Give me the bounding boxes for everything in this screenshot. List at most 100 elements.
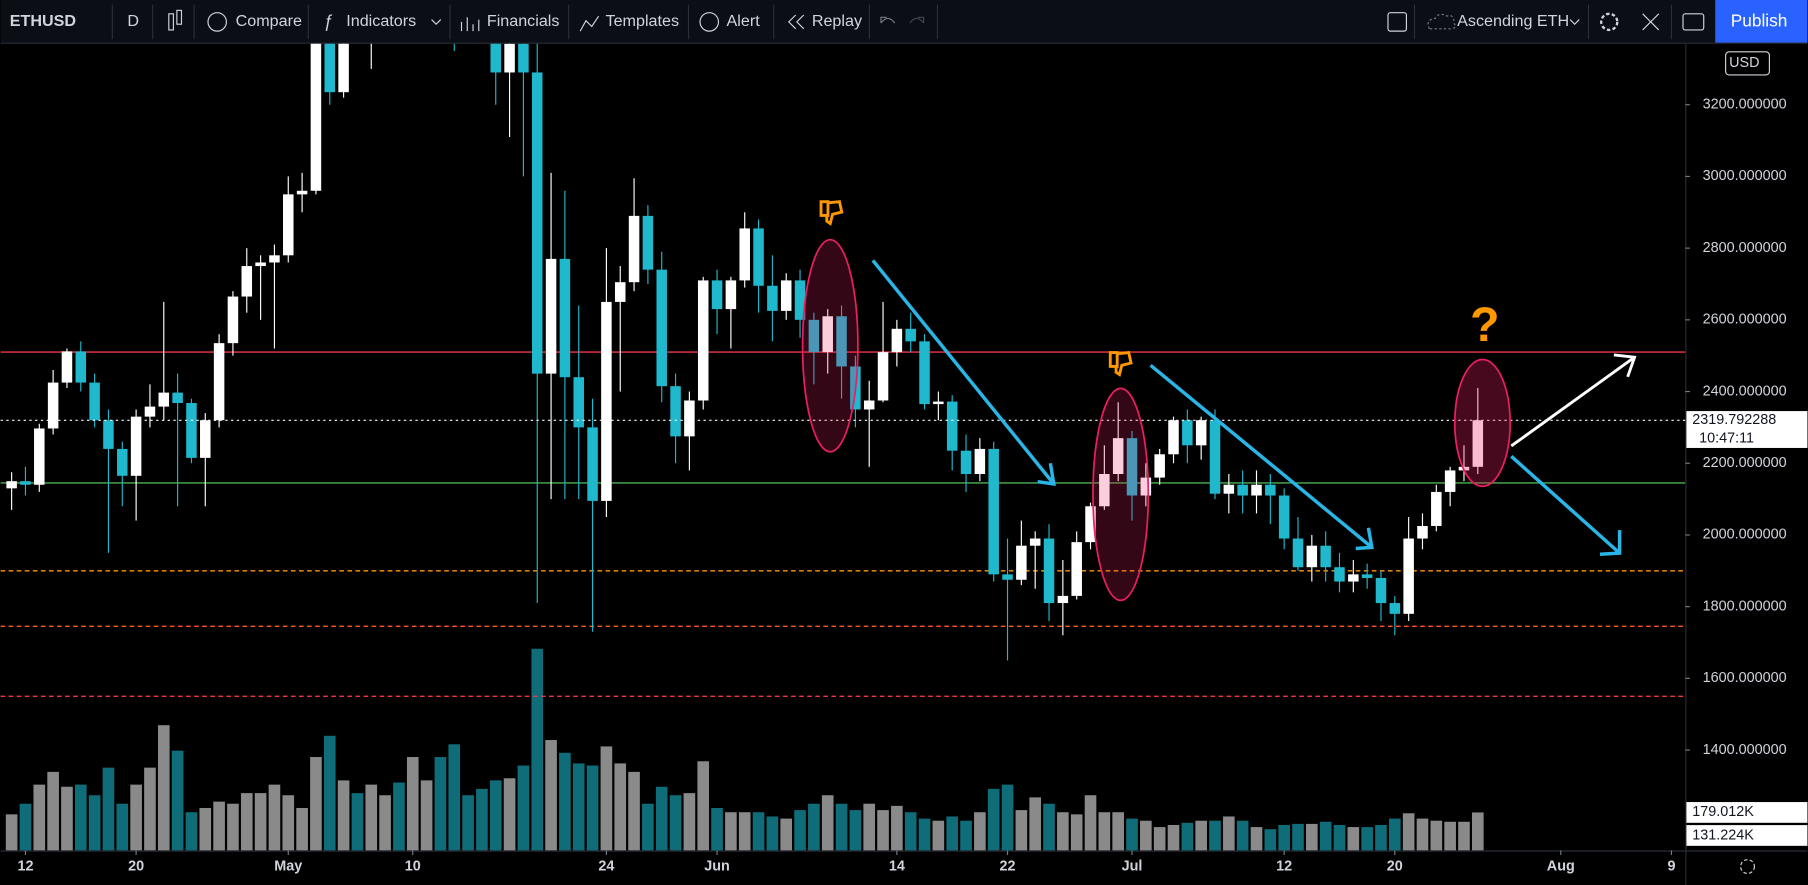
- volume-bar: [310, 757, 322, 851]
- candle-body: [684, 400, 695, 437]
- volume-bar: [351, 793, 364, 851]
- candle-body: [1375, 577, 1387, 604]
- thumbs-down-icon: [1108, 351, 1133, 377]
- candle-body: [1029, 538, 1041, 546]
- candle-body: [504, 43, 515, 73]
- replay-icon[interactable]: [787, 14, 805, 30]
- settings-icon[interactable]: [1600, 12, 1619, 32]
- x-tick-label: Aug: [1547, 858, 1575, 874]
- symbol[interactable]: ETHUSD: [10, 12, 76, 30]
- volume-bar: [157, 725, 170, 851]
- axis-settings-icon[interactable]: [1740, 859, 1756, 875]
- volume-bar: [545, 740, 557, 851]
- volume-bar: [1278, 824, 1290, 851]
- alert-button[interactable]: Alert: [727, 12, 761, 30]
- highlight-ellipse: [801, 238, 859, 453]
- volume-bar: [1181, 822, 1194, 851]
- candle-body: [117, 448, 128, 476]
- templates-icon[interactable]: [579, 15, 600, 32]
- candle-body: [587, 427, 598, 501]
- indicators-icon[interactable]: ƒ: [323, 10, 333, 30]
- financials-icon[interactable]: [460, 17, 480, 32]
- replay-button[interactable]: Replay: [812, 12, 863, 30]
- volume-bar: [877, 810, 889, 851]
- chart-style-icon[interactable]: [168, 9, 183, 31]
- candle-body: [1002, 574, 1013, 580]
- dropdown-icon[interactable]: [1569, 19, 1580, 26]
- publish-button[interactable]: [1715, 0, 1808, 43]
- volume-bar: [489, 780, 502, 851]
- candle-body: [47, 382, 59, 429]
- cloud-icon[interactable]: [1427, 13, 1457, 30]
- candle-body: [1237, 484, 1248, 496]
- arrow: [1149, 363, 1374, 551]
- x-tick-label: 20: [1387, 858, 1403, 874]
- candle-body: [1348, 574, 1359, 582]
- candle-body: [919, 341, 930, 405]
- indicators-button[interactable]: Indicators: [346, 12, 416, 30]
- x-tick-label: 20: [128, 858, 144, 874]
- volume-bar: [282, 795, 295, 851]
- volume-bar: [1236, 820, 1249, 851]
- candle-body: [1112, 438, 1124, 474]
- toolbar: [0, 0, 1808, 43]
- up-arrow: [1510, 353, 1637, 448]
- question-mark: ?: [1470, 298, 1500, 352]
- candle-body: [863, 400, 875, 410]
- candle-body: [1278, 495, 1290, 539]
- currency[interactable]: USD: [1729, 55, 1759, 71]
- volume-bar: [144, 767, 156, 851]
- y-tick-label: 2600.000000: [1703, 312, 1787, 328]
- volume-bar: [1153, 827, 1166, 851]
- volume-bar: [185, 812, 198, 851]
- layout-name[interactable]: Ascending ETH: [1457, 12, 1569, 30]
- volume-bar: [199, 807, 212, 851]
- x-tick-label: Jun: [704, 858, 730, 874]
- candle-body: [130, 416, 142, 476]
- currency-box[interactable]: [1725, 51, 1770, 76]
- axes: 1400.000000 1600.000000 1800.000000 2000.00…: [17, 97, 1808, 874]
- alert-icon[interactable]: [699, 12, 720, 32]
- volume-bar: [337, 780, 350, 851]
- volume-bar: [1333, 824, 1346, 851]
- fullscreen-icon[interactable]: [1642, 13, 1660, 31]
- volume-label-box: [1686, 825, 1808, 846]
- compare-icon[interactable]: [207, 12, 227, 32]
- candle-body: [338, 43, 349, 93]
- volume-bar: [655, 786, 668, 851]
- dropdown-icon[interactable]: [431, 19, 442, 26]
- candle-body: [780, 280, 792, 311]
- volume-bar: [808, 803, 820, 851]
- volume-bar: [711, 807, 723, 851]
- candle-body: [1320, 545, 1331, 568]
- candle-body: [172, 392, 183, 404]
- volume-bar: [1029, 797, 1041, 851]
- redo-icon[interactable]: [909, 16, 925, 24]
- volume-bar: [254, 793, 267, 851]
- candle-body: [213, 343, 225, 421]
- volume-bar: [393, 782, 405, 851]
- undo-icon[interactable]: [880, 16, 896, 24]
- candle-body: [988, 448, 999, 575]
- publish-label[interactable]: Publish: [1731, 10, 1788, 30]
- volume-bar: [780, 818, 793, 851]
- candle-body: [158, 392, 170, 407]
- templates-button[interactable]: Templates: [606, 12, 680, 30]
- volume-bar: [476, 788, 488, 851]
- snapshot-icon[interactable]: [1682, 13, 1705, 31]
- volume-bar: [738, 812, 751, 851]
- volume-bar: [116, 803, 129, 851]
- volume-bar: [1361, 827, 1373, 851]
- volume-bar: [1402, 813, 1415, 851]
- highlight-ellipse: [1453, 358, 1511, 488]
- volume-bar: [1416, 818, 1429, 851]
- candle-body: [628, 215, 640, 283]
- candle-body: [1472, 420, 1484, 467]
- interval[interactable]: D: [127, 12, 139, 30]
- layout-icon[interactable]: [1387, 12, 1407, 32]
- compare-button[interactable]: Compare: [236, 12, 302, 30]
- financials-button[interactable]: Financials: [487, 12, 560, 30]
- candle-body: [822, 316, 833, 353]
- countdown-label: 10:47:11: [1699, 431, 1754, 447]
- volume-bar: [1043, 803, 1055, 851]
